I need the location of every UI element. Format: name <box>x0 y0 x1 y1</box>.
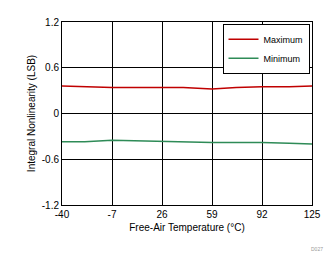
svg-text:Free-Air Temperature (°C): Free-Air Temperature (°C) <box>129 222 245 233</box>
svg-text:-7: -7 <box>108 209 117 220</box>
svg-text:26: 26 <box>156 209 168 220</box>
svg-text:Maximum: Maximum <box>264 35 303 45</box>
svg-text:92: 92 <box>256 209 268 220</box>
svg-text:0: 0 <box>53 108 59 119</box>
svg-text:Minimum: Minimum <box>264 54 301 64</box>
svg-text:-0.6: -0.6 <box>42 154 60 165</box>
svg-text:59: 59 <box>206 209 218 220</box>
svg-text:0.6: 0.6 <box>45 62 59 73</box>
svg-text:Integral Nonlinearity (LSB): Integral Nonlinearity (LSB) <box>26 55 37 172</box>
svg-text:-1.2: -1.2 <box>42 200 60 211</box>
svg-text:D027: D027 <box>311 246 323 252</box>
svg-text:125: 125 <box>304 209 321 220</box>
svg-text:1.2: 1.2 <box>45 17 59 28</box>
svg-text:-40: -40 <box>55 209 70 220</box>
